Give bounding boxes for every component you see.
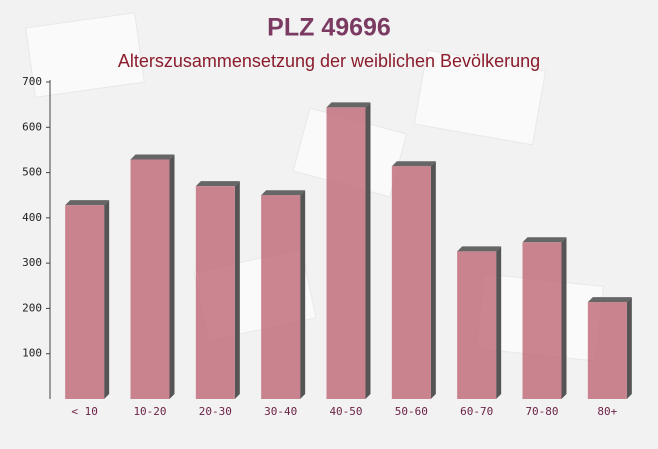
y-tick-label: 700 (22, 75, 42, 88)
y-tick-label: 100 (22, 347, 42, 360)
bar-side (234, 181, 240, 399)
bar-side (365, 102, 371, 400)
bar-side (561, 237, 567, 399)
bar-top (195, 181, 240, 187)
bar (391, 166, 431, 399)
bar-top (261, 190, 306, 196)
bar-top (587, 297, 632, 303)
x-tick-label: 80+ (597, 405, 617, 418)
x-tick-label: < 10 (71, 405, 98, 418)
x-tick-label: 10-20 (133, 405, 166, 418)
x-tick-label: 20-30 (199, 405, 232, 418)
y-tick-label: 400 (22, 211, 42, 224)
y-tick-label: 300 (22, 256, 42, 269)
bar (587, 302, 627, 399)
bar-top (130, 154, 175, 160)
bar-top (391, 161, 436, 167)
bar-side (430, 161, 436, 399)
y-tick-label: 200 (22, 301, 42, 314)
bar (130, 159, 170, 399)
y-tick-label: 600 (22, 120, 42, 133)
x-tick-label: 60-70 (460, 405, 493, 418)
bar (261, 195, 301, 399)
bar-side (104, 200, 110, 399)
bar-top (326, 102, 371, 108)
x-tick-label: 40-50 (329, 405, 362, 418)
x-tick-label: 50-60 (395, 405, 428, 418)
bar (65, 205, 105, 399)
y-tick-label: 500 (22, 166, 42, 179)
bar-top (65, 200, 110, 206)
x-tick-label: 70-80 (525, 405, 558, 418)
bar-side (300, 190, 306, 399)
bar-top (522, 237, 567, 243)
x-tick-label: 30-40 (264, 405, 297, 418)
chart-title: PLZ 49696 (267, 14, 391, 42)
bar-top (457, 246, 502, 252)
bar-side (626, 297, 632, 399)
bar (326, 107, 366, 400)
bar-side (496, 246, 502, 399)
bar (457, 251, 497, 399)
chart-subtitle: Alterszusammensetzung der weiblichen Bev… (118, 51, 540, 71)
bar (522, 242, 562, 399)
bar-side (169, 154, 175, 399)
bar (195, 186, 235, 399)
